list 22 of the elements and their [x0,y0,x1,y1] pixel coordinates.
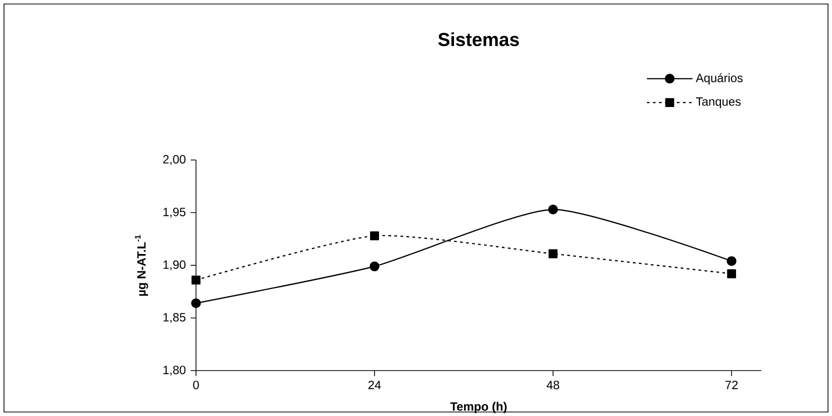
x-tick-label: 48 [546,380,560,390]
y-tick-label: 1,85 [164,313,186,323]
point [726,256,736,266]
y-tick-label: 2,00 [163,155,186,165]
chart-title: Sistemas [438,32,519,46]
point [370,262,380,272]
point [727,269,736,278]
point [548,204,558,214]
legend-label: Tanques [696,97,741,108]
y-tick-label: 1,90 [164,260,186,270]
x-tick-label: 0 [193,380,199,390]
y-tick-label: 1,80 [164,366,186,376]
point [191,298,201,308]
legend-label: Aquários [696,73,743,85]
point [192,276,200,285]
x-axis-title: Tempo (h) [450,402,507,414]
point [548,249,558,258]
x-tick-label: 72 [726,380,738,390]
point [370,231,379,240]
x-tick-label: 24 [368,380,381,390]
y-tick-label: 1,95 [164,208,186,218]
y-axis-title: µg N-AT.L$^{-1}$ [134,234,148,296]
